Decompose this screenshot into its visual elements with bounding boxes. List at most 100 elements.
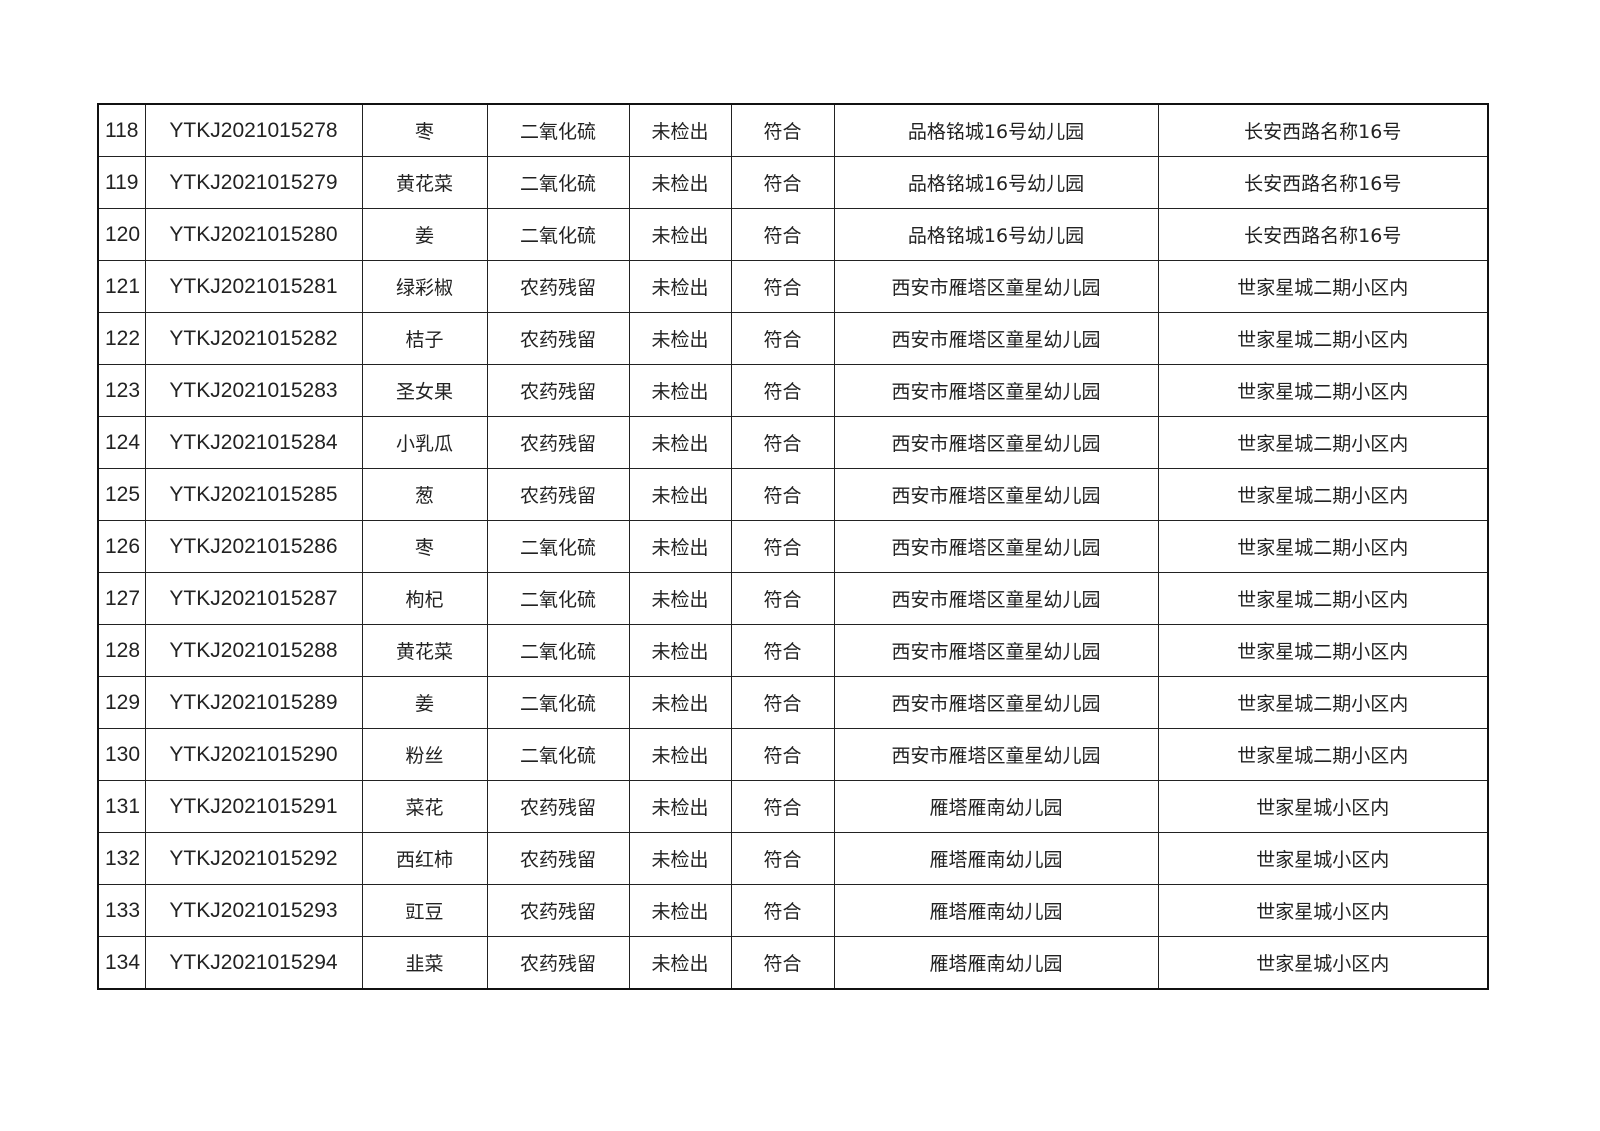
conclusion-cell: 符合 (730, 780, 835, 833)
address-cell: 世家星城二期小区内 (1157, 312, 1489, 365)
sample-name-cell: 姜 (361, 676, 488, 729)
address-cell: 世家星城二期小区内 (1157, 624, 1489, 677)
test-result-cell: 未检出 (628, 884, 732, 937)
table-row: 130 YTKJ2021015290 粉丝 二氧化硫 未检出 符合 西安市雁塔区童星幼儿园世… (97, 728, 1489, 781)
table-row: 121 YTKJ2021015281 绿彩椒 农药残留 未检出 符合 西安市雁塔区童星幼儿园… (97, 260, 1489, 313)
row-number-cell: 128 (97, 624, 146, 677)
sample-code-cell: YTKJ2021015281 (144, 260, 363, 313)
institution-name-cell: 西安市雁塔区童星幼儿园 (833, 416, 1159, 469)
sample-name-cell: 姜 (361, 208, 488, 261)
conclusion-cell: 符合 (730, 312, 835, 365)
institution-name-cell: 西安市雁塔区童星幼儿园 (833, 572, 1159, 625)
row-number-cell: 125 (97, 468, 146, 521)
sample-code-cell: YTKJ2021015284 (144, 416, 363, 469)
address-cell: 世家星城二期小区内 (1157, 364, 1489, 417)
test-result-cell: 未检出 (628, 572, 732, 625)
test-item-cell: 农药残留 (486, 468, 630, 521)
test-result-cell: 未检出 (628, 103, 732, 157)
table-row: 127 YTKJ2021015287 枸杞 二氧化硫 未检出 符合 西安市雁塔区童星幼儿园世… (97, 572, 1489, 625)
sample-name-cell: 桔子 (361, 312, 488, 365)
test-result-cell: 未检出 (628, 364, 732, 417)
test-item-cell: 农药残留 (486, 780, 630, 833)
row-number-cell: 130 (97, 728, 146, 781)
test-result-cell: 未检出 (628, 416, 732, 469)
test-item-cell: 二氧化硫 (486, 103, 630, 157)
row-number-cell: 124 (97, 416, 146, 469)
conclusion-cell: 符合 (730, 364, 835, 417)
institution-name-cell: 品格铭城16号幼儿园 (833, 208, 1159, 261)
table-row: 120 YTKJ2021015280 姜二氧化硫 未检出 符合 品格铭城16号幼儿园 长安西… (97, 208, 1489, 261)
test-item-cell: 农药残留 (486, 416, 630, 469)
institution-name-cell: 雁塔雁南幼儿园 (833, 884, 1159, 937)
test-result-cell: 未检出 (628, 312, 732, 365)
test-result-cell: 未检出 (628, 468, 732, 521)
test-item-cell: 农药残留 (486, 364, 630, 417)
sample-name-cell: 黄花菜 (361, 156, 488, 209)
sample-code-cell: YTKJ2021015294 (144, 936, 363, 990)
address-cell: 长安西路名称16号 (1157, 156, 1489, 209)
address-cell: 世家星城二期小区内 (1157, 572, 1489, 625)
sample-code-cell: YTKJ2021015287 (144, 572, 363, 625)
table-row: 123 YTKJ2021015283 圣女果 农药残留 未检出 符合 西安市雁塔区童星幼儿园… (97, 364, 1489, 417)
test-item-cell: 二氧化硫 (486, 728, 630, 781)
conclusion-cell: 符合 (730, 884, 835, 937)
table-row: 131 YTKJ2021015291 菜花 农药残留 未检出 符合 雁塔雁南幼儿园 世家星城小… (97, 780, 1489, 833)
sample-name-cell: 豇豆 (361, 884, 488, 937)
table-row: 119 YTKJ2021015279 黄花菜 二氧化硫 未检出 符合 品格铭城16号幼儿园长… (97, 156, 1489, 209)
institution-name-cell: 西安市雁塔区童星幼儿园 (833, 364, 1159, 417)
sample-name-cell: 枸杞 (361, 572, 488, 625)
address-cell: 世家星城二期小区内 (1157, 676, 1489, 729)
conclusion-cell: 符合 (730, 936, 835, 990)
conclusion-cell: 符合 (730, 572, 835, 625)
conclusion-cell: 符合 (730, 260, 835, 313)
test-item-cell: 农药残留 (486, 884, 630, 937)
conclusion-cell: 符合 (730, 468, 835, 521)
table-row: 124 YTKJ2021015284 小乳瓜 农药残留 未检出 符合 西安市雁塔区童星幼儿园… (97, 416, 1489, 469)
conclusion-cell: 符合 (730, 624, 835, 677)
row-number-cell: 131 (97, 780, 146, 833)
row-number-cell: 118 (97, 103, 146, 157)
row-number-cell: 127 (97, 572, 146, 625)
test-result-cell: 未检出 (628, 208, 732, 261)
test-result-cell: 未检出 (628, 520, 732, 573)
sample-code-cell: YTKJ2021015289 (144, 676, 363, 729)
sample-code-cell: YTKJ2021015291 (144, 780, 363, 833)
sample-name-cell: 西红柿 (361, 832, 488, 885)
sample-code-cell: YTKJ2021015290 (144, 728, 363, 781)
test-item-cell: 二氧化硫 (486, 520, 630, 573)
institution-name-cell: 西安市雁塔区童星幼儿园 (833, 468, 1159, 521)
inspection-results-table: 118 YTKJ2021015278 枣二氧化硫 未检出 符合 品格铭城16号幼儿园 长安西… (97, 103, 1489, 990)
conclusion-cell: 符合 (730, 416, 835, 469)
table-row: 129 YTKJ2021015289 姜二氧化硫 未检出 符合 西安市雁塔区童星幼儿园 世家… (97, 676, 1489, 729)
sample-code-cell: YTKJ2021015279 (144, 156, 363, 209)
institution-name-cell: 雁塔雁南幼儿园 (833, 936, 1159, 990)
sample-code-cell: YTKJ2021015293 (144, 884, 363, 937)
conclusion-cell: 符合 (730, 832, 835, 885)
test-item-cell: 二氧化硫 (486, 624, 630, 677)
test-result-cell: 未检出 (628, 832, 732, 885)
test-result-cell: 未检出 (628, 936, 732, 990)
row-number-cell: 122 (97, 312, 146, 365)
test-result-cell: 未检出 (628, 780, 732, 833)
test-item-cell: 农药残留 (486, 312, 630, 365)
address-cell: 世家星城小区内 (1157, 936, 1489, 990)
address-cell: 世家星城二期小区内 (1157, 416, 1489, 469)
row-number-cell: 133 (97, 884, 146, 937)
institution-name-cell: 西安市雁塔区童星幼儿园 (833, 520, 1159, 573)
table-row: 132 YTKJ2021015292 西红柿 农药残留 未检出 符合 雁塔雁南幼儿园 世家星城… (97, 832, 1489, 885)
conclusion-cell: 符合 (730, 156, 835, 209)
address-cell: 世家星城二期小区内 (1157, 260, 1489, 313)
row-number-cell: 134 (97, 936, 146, 990)
test-result-cell: 未检出 (628, 624, 732, 677)
sample-code-cell: YTKJ2021015283 (144, 364, 363, 417)
table-row: 126 YTKJ2021015286 枣二氧化硫 未检出 符合 西安市雁塔区童星幼儿园 世家… (97, 520, 1489, 573)
address-cell: 世家星城小区内 (1157, 832, 1489, 885)
table-row: 133 YTKJ2021015293 豇豆 农药残留 未检出 符合 雁塔雁南幼儿园 世家星城小… (97, 884, 1489, 937)
row-number-cell: 126 (97, 520, 146, 573)
table-row: 134 YTKJ2021015294 韭菜 农药残留 未检出 符合 雁塔雁南幼儿园 世家星城小… (97, 936, 1489, 990)
sample-name-cell: 枣 (361, 520, 488, 573)
sample-name-cell: 黄花菜 (361, 624, 488, 677)
institution-name-cell: 西安市雁塔区童星幼儿园 (833, 260, 1159, 313)
test-item-cell: 二氧化硫 (486, 572, 630, 625)
sample-code-cell: YTKJ2021015292 (144, 832, 363, 885)
